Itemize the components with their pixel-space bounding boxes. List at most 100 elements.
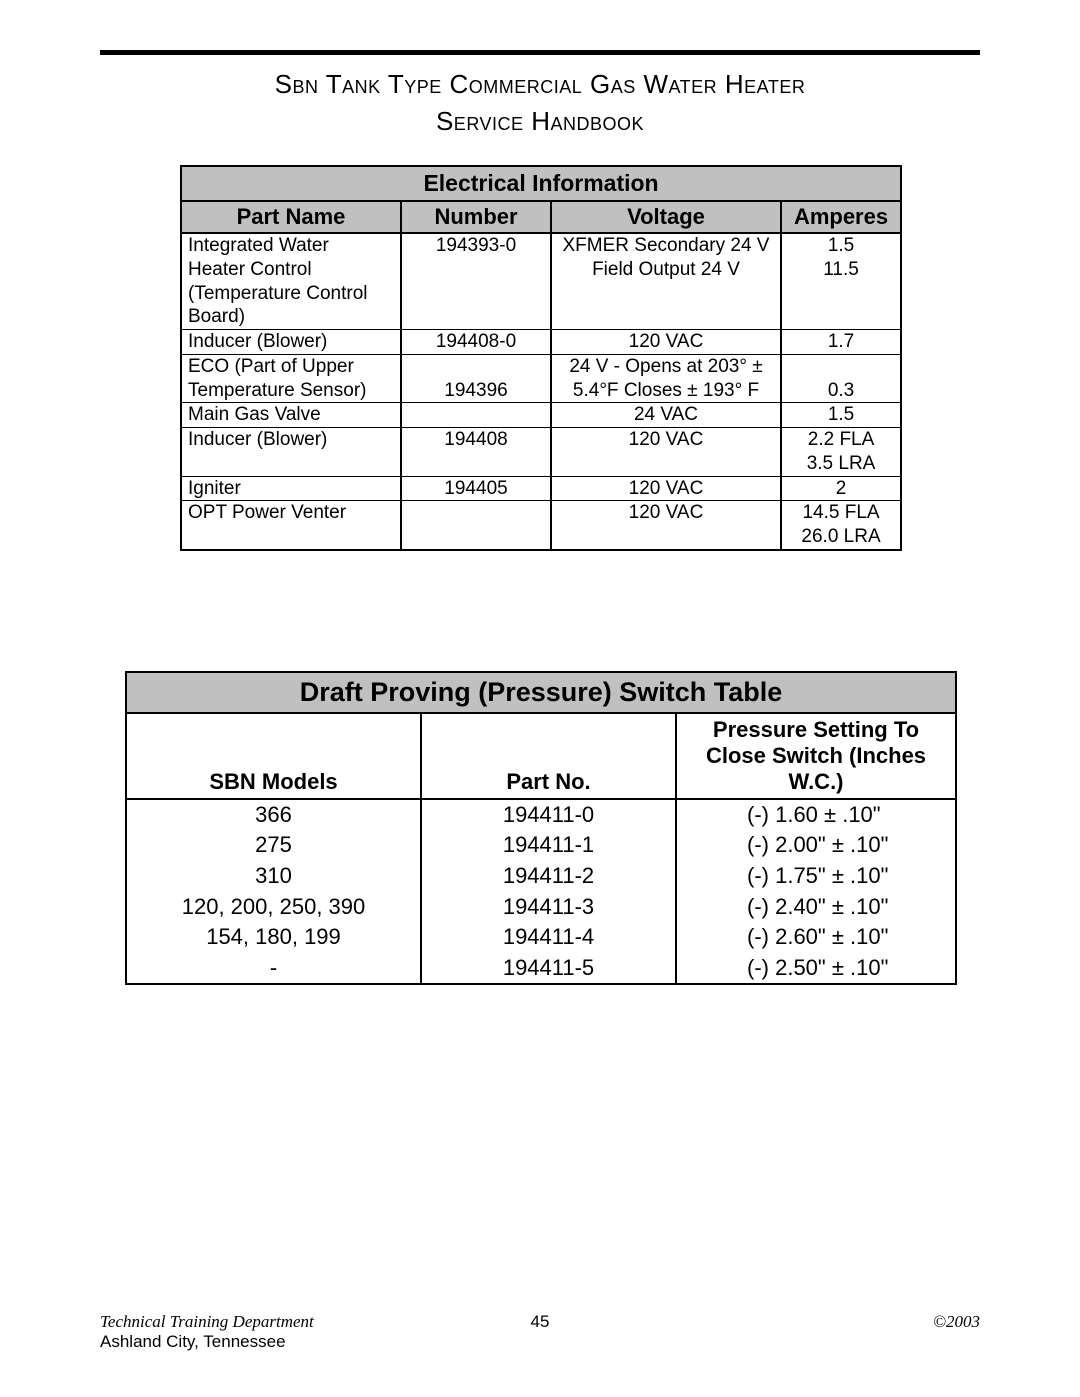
cell-number [401, 452, 551, 476]
cell-voltage: XFMER Secondary 24 V [551, 233, 781, 258]
cell-amperes: 1.5 [781, 233, 901, 258]
table-row: Igniter194405120 VAC2 [181, 476, 901, 501]
cell-partno: 194411-3 [421, 892, 676, 923]
table-row: Integrated Water194393-0XFMER Secondary … [181, 233, 901, 258]
page-footer: 45 Technical Training Department Ashland… [100, 1312, 980, 1352]
cell-voltage: 120 VAC [551, 501, 781, 525]
cell-pressure: (-) 2.00" ± .10" [676, 830, 956, 861]
cell-number: 194396 [401, 379, 551, 403]
pressure-switch-table: Draft Proving (Pressure) Switch Table SB… [125, 671, 957, 986]
table-row: -194411-5(-) 2.50" ± .10" [126, 953, 956, 985]
page-subtitle: Service Handbook [100, 106, 980, 137]
table2-col-pressure: Pressure Setting To Close Switch (Inches… [676, 713, 956, 799]
cell-partno: 194411-2 [421, 861, 676, 892]
table2-title: Draft Proving (Pressure) Switch Table [126, 672, 956, 713]
cell-amperes: 1.5 [781, 403, 901, 428]
table-row: 154, 180, 199194411-4(-) 2.60" ± .10" [126, 922, 956, 953]
cell-number: 194408-0 [401, 330, 551, 355]
cell-part-name: Inducer (Blower) [181, 330, 401, 355]
cell-number [401, 403, 551, 428]
cell-voltage [551, 525, 781, 550]
table-row: (Temperature Control [181, 282, 901, 306]
cell-part-name: OPT Power Venter [181, 501, 401, 525]
cell-voltage: Field Output 24 V [551, 258, 781, 282]
footer-page-number: 45 [100, 1312, 980, 1332]
cell-amperes: 2 [781, 476, 901, 501]
table1-col-voltage: Voltage [551, 201, 781, 233]
cell-model: 366 [126, 799, 421, 831]
table2-col-pressure-l3: W.C.) [789, 769, 844, 794]
table-row: ECO (Part of Upper 24 V - Opens at 203° ± [181, 354, 901, 378]
cell-pressure: (-) 1.60 ± .10" [676, 799, 956, 831]
cell-part-name [181, 452, 401, 476]
cell-part-name: Temperature Sensor) [181, 379, 401, 403]
cell-voltage [551, 305, 781, 329]
cell-amperes: 26.0 LRA [781, 525, 901, 550]
cell-amperes: 0.3 [781, 379, 901, 403]
cell-partno: 194411-4 [421, 922, 676, 953]
table2-col-pressure-l1: Pressure Setting To [713, 717, 919, 742]
top-rule [100, 50, 980, 55]
cell-model: - [126, 953, 421, 985]
table-row: OPT Power Venter 120 VAC14.5 FLA [181, 501, 901, 525]
table-row: 3.5 LRA [181, 452, 901, 476]
cell-voltage [551, 282, 781, 306]
cell-pressure: (-) 2.40" ± .10" [676, 892, 956, 923]
cell-amperes: 2.2 FLA [781, 428, 901, 452]
table-row: Main Gas Valve 24 VAC1.5 [181, 403, 901, 428]
table1-col-partname: Part Name [181, 201, 401, 233]
cell-amperes: 14.5 FLA [781, 501, 901, 525]
table2-col-pressure-l2: Close Switch (Inches [706, 743, 926, 768]
page-title: Sbn Tank Type Commercial Gas Water Heate… [100, 69, 980, 100]
cell-partno: 194411-1 [421, 830, 676, 861]
footer-location: Ashland City, Tennessee [100, 1332, 286, 1351]
table-row: Temperature Sensor)1943965.4°F Closes ± … [181, 379, 901, 403]
cell-amperes: 3.5 LRA [781, 452, 901, 476]
cell-amperes [781, 282, 901, 306]
cell-model: 154, 180, 199 [126, 922, 421, 953]
cell-number [401, 258, 551, 282]
cell-number: 194408 [401, 428, 551, 452]
cell-part-name: Main Gas Valve [181, 403, 401, 428]
cell-amperes: 11.5 [781, 258, 901, 282]
cell-model: 275 [126, 830, 421, 861]
cell-amperes [781, 354, 901, 378]
cell-voltage: 24 V - Opens at 203° ± [551, 354, 781, 378]
cell-voltage [551, 452, 781, 476]
cell-partno: 194411-5 [421, 953, 676, 985]
cell-part-name: (Temperature Control [181, 282, 401, 306]
electrical-info-table: Electrical Information Part Name Number … [180, 165, 902, 551]
cell-number: 194393-0 [401, 233, 551, 258]
pressure-switch-table-wrap: Draft Proving (Pressure) Switch Table SB… [125, 671, 955, 986]
cell-pressure: (-) 2.60" ± .10" [676, 922, 956, 953]
table-row: 310194411-2(-) 1.75" ± .10" [126, 861, 956, 892]
cell-part-name: Inducer (Blower) [181, 428, 401, 452]
table1-title: Electrical Information [181, 166, 901, 201]
table2-col-models: SBN Models [126, 713, 421, 799]
table-row: Inducer (Blower)194408120 VAC2.2 FLA [181, 428, 901, 452]
cell-model: 310 [126, 861, 421, 892]
table-row: Inducer (Blower)194408-0120 VAC1.7 [181, 330, 901, 355]
cell-voltage: 120 VAC [551, 476, 781, 501]
cell-voltage: 24 VAC [551, 403, 781, 428]
table-row: 120, 200, 250, 390194411-3(-) 2.40" ± .1… [126, 892, 956, 923]
cell-voltage: 120 VAC [551, 428, 781, 452]
cell-partno: 194411-0 [421, 799, 676, 831]
table2-col-partno: Part No. [421, 713, 676, 799]
cell-part-name [181, 525, 401, 550]
cell-number [401, 305, 551, 329]
cell-pressure: (-) 1.75" ± .10" [676, 861, 956, 892]
table-row: 26.0 LRA [181, 525, 901, 550]
cell-part-name: Integrated Water [181, 233, 401, 258]
cell-voltage: 5.4°F Closes ± 193° F [551, 379, 781, 403]
cell-amperes: 1.7 [781, 330, 901, 355]
cell-number [401, 282, 551, 306]
cell-part-name: Igniter [181, 476, 401, 501]
cell-amperes [781, 305, 901, 329]
cell-number [401, 501, 551, 525]
table-row: Board) [181, 305, 901, 329]
cell-part-name: ECO (Part of Upper [181, 354, 401, 378]
table1-col-number: Number [401, 201, 551, 233]
table1-col-amperes: Amperes [781, 201, 901, 233]
table-row: Heater ControlField Output 24 V11.5 [181, 258, 901, 282]
